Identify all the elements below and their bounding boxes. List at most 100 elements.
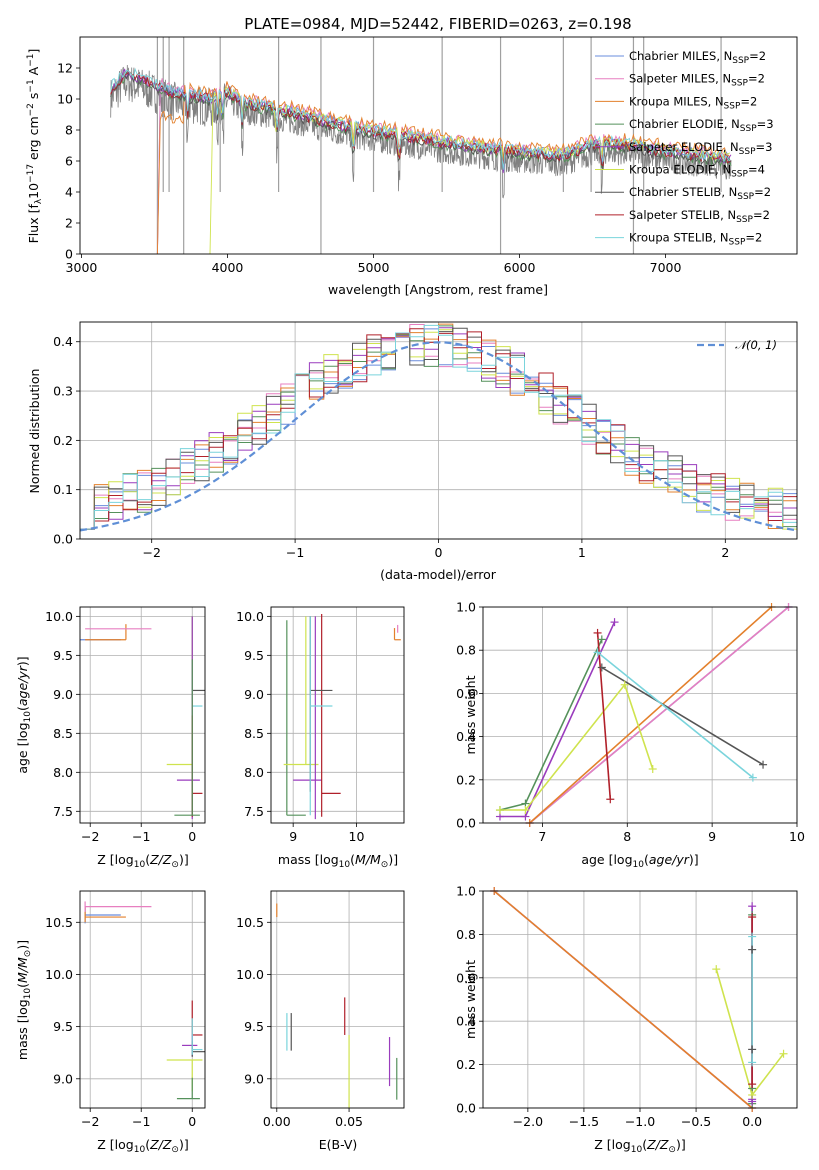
x-tick-label: 0 <box>435 545 443 560</box>
x-axis-label: wavelength [Angstrom, rest frame] <box>328 282 548 297</box>
axes-frame <box>79 890 206 1109</box>
y-tick-label: 7.5 <box>244 804 264 819</box>
axes-frame <box>79 321 798 540</box>
legend-label-chabrier_elodie: Chabrier ELODIE, NSSP=3 <box>629 117 774 134</box>
y-tick-label: 0.4 <box>456 729 476 744</box>
plot-area <box>80 322 797 539</box>
x-tick-label: 0.0 <box>742 1114 762 1129</box>
series-salpeter_stelib <box>596 632 612 800</box>
series-kroupa_stelib <box>597 651 754 779</box>
x-tick-label: −1 <box>132 829 150 844</box>
y-axis-label: mass weight <box>463 675 478 754</box>
y-tick-label: 0.6 <box>456 970 476 985</box>
y-tick-label: 8.5 <box>53 726 73 741</box>
x-tick-label: −2 <box>81 829 99 844</box>
panel-residuals: −2 −1 0 1 2 0.0 0.1 0.2 0.3 0.4 (data-model)/error… <box>27 321 798 582</box>
y-tick-label: 10.0 <box>236 967 264 982</box>
y-tick-label: 0 <box>65 247 73 262</box>
x-tick-label: 2 <box>721 545 729 560</box>
y-tick-label: 4 <box>65 185 73 200</box>
panel-age_vs_Z: −2 −1 0 7.5 8.0 8.5 9.0 9.5 10.0 Z [log10(Z/Z⊙)] a… <box>15 606 206 870</box>
x-axis-label: Z [log10(Z/Z⊙)] <box>97 1137 188 1155</box>
legend-label-kroupa_elodie: Kroupa ELODIE, NSSP=4 <box>629 163 765 180</box>
plot-area <box>483 891 797 1108</box>
y-tick-label: 1.0 <box>456 884 476 899</box>
histogram-kroupa_stelib <box>80 324 797 530</box>
panel-spectrum: 3000 4000 5000 6000 7000 0 2 4 6 8 10 12 wavelength … <box>26 36 798 297</box>
x-tick-label: 5000 <box>358 260 390 275</box>
plot-area <box>110 37 732 254</box>
y-tick-label: 10.0 <box>236 609 264 624</box>
x-axis-label: mass [log10(M/M⊙)] <box>278 852 398 870</box>
plot-area <box>80 891 205 1108</box>
series-chabrier_stelib <box>601 666 764 766</box>
legend-label-chabrier_stelib: Chabrier STELIB, NSSP=2 <box>629 185 771 202</box>
plot-area <box>483 607 797 823</box>
x-tick-label: 9 <box>708 829 716 844</box>
axes-frame <box>270 890 405 1109</box>
legend-label-salpeter_miles: Salpeter MILES, NSSP=2 <box>629 72 765 89</box>
x-tick-label: 7 <box>538 829 546 844</box>
legend-label-chabrier_miles: Chabrier MILES, NSSP=2 <box>629 49 766 66</box>
y-tick-label: 9.0 <box>53 1071 73 1086</box>
y-axis-label: mass [log10(M/M⊙)] <box>15 940 33 1060</box>
x-axis-label: (data-model)/error <box>380 567 497 582</box>
series-kroupa_elodie <box>500 683 654 811</box>
y-axis-label: mass weight <box>463 960 478 1039</box>
y-tick-label: 9.0 <box>244 1071 264 1086</box>
x-tick-label: 10 <box>789 829 805 844</box>
legend-label-normal: 𝒩(0, 1) <box>735 338 777 352</box>
y-tick-label: 10.5 <box>45 915 73 930</box>
series-kroupa_miles <box>493 891 753 1108</box>
x-tick-label: −1.5 <box>569 1114 599 1129</box>
x-tick-label: 1 <box>578 545 586 560</box>
y-tick-label: 9.5 <box>53 648 73 663</box>
y-tick-label: 1.0 <box>456 600 476 615</box>
y-tick-label: 9.0 <box>244 687 264 702</box>
model-kroupa_stelib <box>110 67 732 170</box>
plot-area <box>80 607 205 823</box>
y-tick-label: 0.4 <box>53 334 73 349</box>
legend-label-salpeter_elodie: Salpeter ELODIE, NSSP=3 <box>629 140 772 157</box>
x-tick-label: −2.0 <box>513 1114 543 1129</box>
y-tick-label: 2 <box>65 216 73 231</box>
x-tick-label: 7000 <box>650 260 682 275</box>
x-axis-label: E(B-V) <box>319 1137 358 1152</box>
x-tick-label: 10 <box>349 829 365 844</box>
legend-label-kroupa_miles: Kroupa MILES, NSSP=2 <box>629 94 757 111</box>
histogram-chabrier_stelib <box>80 327 797 530</box>
x-axis-label: Z [log10(Z/Z⊙)] <box>594 1137 685 1155</box>
y-tick-label: 0.8 <box>456 643 476 658</box>
series-salpeter_miles <box>529 607 790 823</box>
y-tick-label: 10 <box>57 92 73 107</box>
y-tick-label: 8.5 <box>244 726 264 741</box>
legend-label-kroupa_stelib: Kroupa STELIB, NSSP=2 <box>629 231 762 248</box>
axes-frame <box>482 890 798 1109</box>
plot-area <box>271 891 404 1108</box>
normal-curve <box>80 341 797 532</box>
x-tick-label: −1 <box>132 1114 150 1129</box>
y-tick-label: 10.0 <box>45 609 73 624</box>
axes-frame <box>482 606 798 824</box>
axes-frame <box>270 606 405 824</box>
legend: Chabrier MILES, NSSP=2 Salpeter MILES, NS… <box>595 49 774 248</box>
x-tick-label: 6000 <box>504 260 536 275</box>
y-tick-label: 9.5 <box>53 1019 73 1034</box>
y-tick-label: 0.2 <box>53 433 73 448</box>
y-tick-label: 0.8 <box>456 927 476 942</box>
x-tick-label: 0 <box>188 1114 196 1129</box>
x-tick-label: −0.5 <box>681 1114 711 1129</box>
y-tick-label: 6 <box>65 154 73 169</box>
panel-age_vs_mass: 9 10 7.5 8.0 8.5 9.0 9.5 10.0 mass [log10(M/M⊙)] <box>236 606 405 870</box>
legend-label-salpeter_stelib: Salpeter STELIB, NSSP=2 <box>629 208 770 225</box>
panels: 3000 4000 5000 6000 7000024681012wavelength … <box>15 36 805 1155</box>
x-tick-label: −2 <box>81 1114 99 1129</box>
x-tick-label: −1 <box>286 545 304 560</box>
x-tick-label: 9 <box>289 829 297 844</box>
panel-mass_vs_Z: −2 −1 0 9.0 9.5 10.0 10.5 Z [log10(Z/Z⊙)] mass [… <box>15 890 206 1155</box>
y-axis-label: Flux [fλ10−17 erg cm−2 s−1 A−1] <box>26 49 44 244</box>
x-tick-label: 0.00 <box>263 1114 291 1129</box>
series-kroupa_miles <box>529 607 773 823</box>
panel-massweight_vs_Z: −2.0 −1.5 −1.0 −0.5 0.0 0.0 0.2 0.4 0.6 0.8 1.0 mas… <box>456 884 798 1155</box>
